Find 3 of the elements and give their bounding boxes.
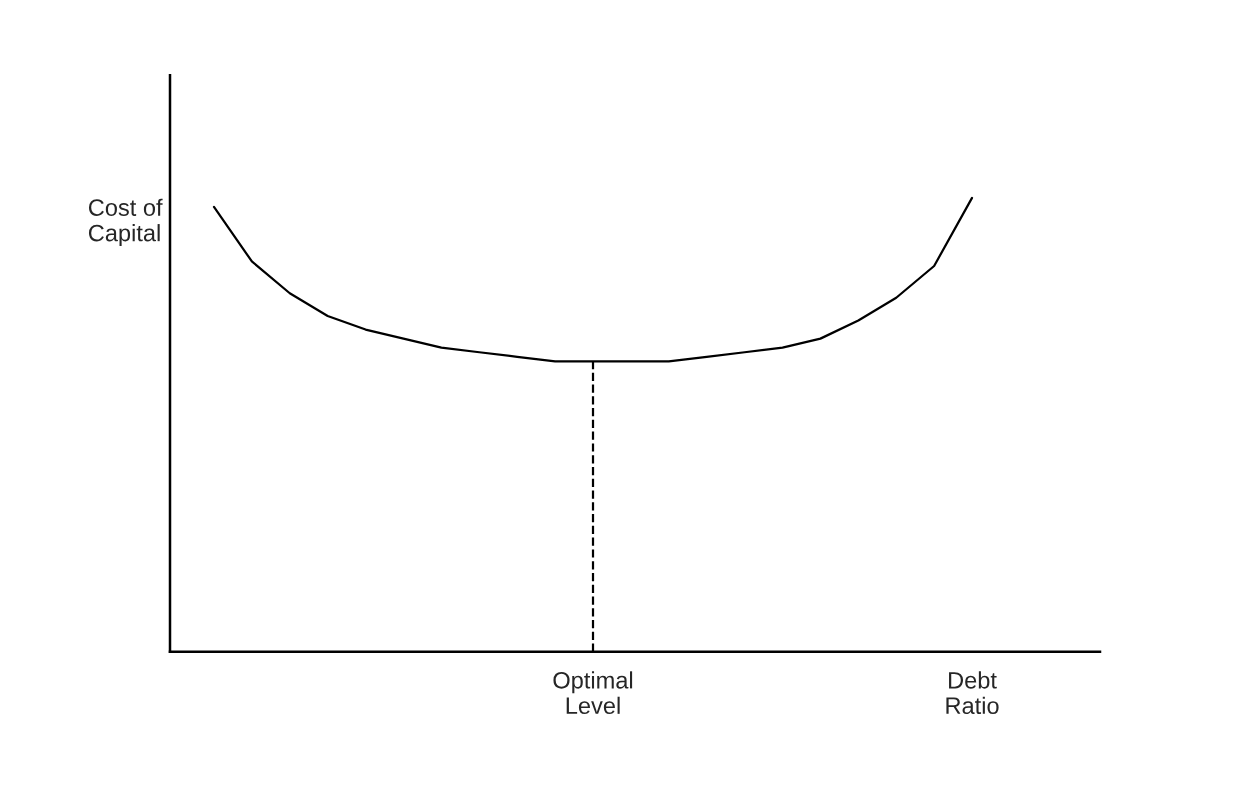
x-tick-label: Optimal Level [553, 671, 633, 715]
x-tick-label: Debt Ratio [946, 671, 999, 715]
y-axis-title: Cost of Capital [88, 198, 163, 247]
